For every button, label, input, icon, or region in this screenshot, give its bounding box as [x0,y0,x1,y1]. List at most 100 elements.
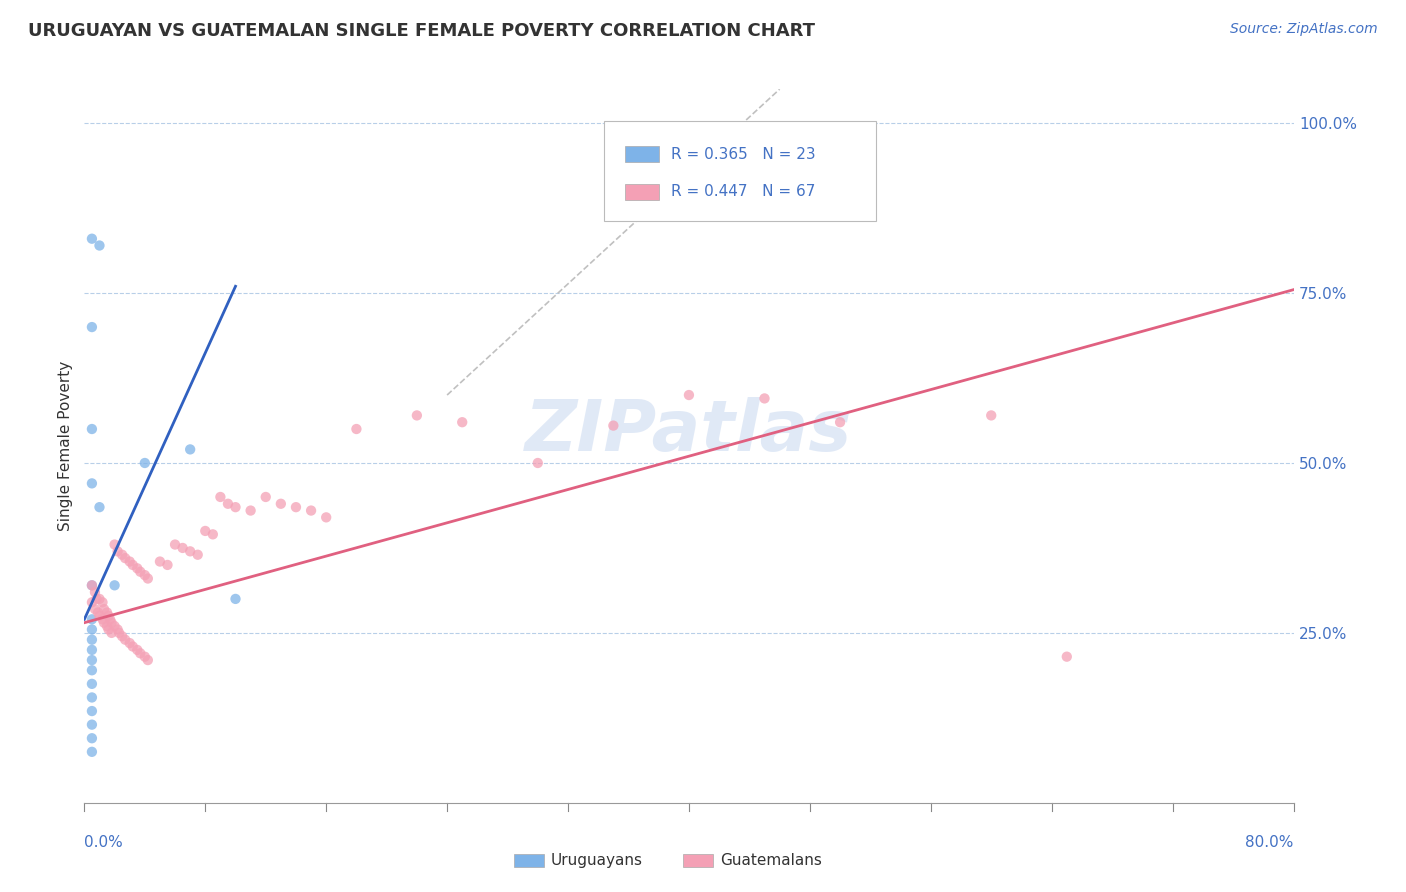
Point [91,595,114,609]
Point [98,612,121,626]
Point [134,456,156,470]
Point [270,497,292,511]
Point [179,442,201,457]
Point [754,392,776,406]
Point [149,555,172,569]
Point [107,544,129,558]
Point [84,585,107,599]
Point [104,578,127,592]
Point [299,503,322,517]
Point [187,548,209,562]
Point [89,591,111,606]
Point [136,653,159,667]
Point [121,558,143,572]
Text: Guatemalans: Guatemalans [720,853,823,868]
Point [84,602,107,616]
Point [406,409,429,423]
Point [100,626,122,640]
Point [830,415,852,429]
Point [194,524,217,538]
Point [239,503,262,517]
Point [80,232,103,246]
Text: Source: ZipAtlas.com: Source: ZipAtlas.com [1230,22,1378,37]
Point [134,649,156,664]
Point [93,615,115,630]
Point [225,500,247,515]
Point [80,704,103,718]
Point [80,677,103,691]
Point [96,606,118,620]
Point [129,565,152,579]
Point [80,320,103,334]
Point [96,619,118,633]
Point [100,615,122,630]
Point [80,578,103,592]
Text: URUGUAYAN VS GUATEMALAN SINGLE FEMALE POVERTY CORRELATION CHART: URUGUAYAN VS GUATEMALAN SINGLE FEMALE PO… [28,22,815,40]
Point [156,558,179,572]
Bar [683,855,713,867]
Point [80,623,103,637]
Point [80,595,103,609]
Point [80,612,103,626]
Point [80,717,103,731]
Point [89,608,111,623]
Point [315,510,337,524]
FancyBboxPatch shape [605,121,876,221]
Point [104,619,127,633]
Point [80,578,103,592]
Point [80,745,103,759]
Point [80,731,103,746]
Point [136,572,159,586]
Text: 80.0%: 80.0% [1246,835,1294,850]
Point [80,632,103,647]
Point [91,612,114,626]
Point [134,568,156,582]
Point [209,490,232,504]
Text: Uruguayans: Uruguayans [551,853,643,868]
Point [201,527,224,541]
Text: R = 0.365   N = 23: R = 0.365 N = 23 [671,146,815,161]
Bar [624,146,659,162]
Text: ZIPatlas: ZIPatlas [526,397,852,467]
Point [80,690,103,705]
Point [104,537,127,551]
Point [89,500,111,515]
Point [86,591,108,606]
Point [121,640,143,654]
Point [678,388,700,402]
Point [87,606,110,620]
Point [97,608,120,623]
Point [254,490,277,504]
Point [114,551,136,566]
Bar [513,855,544,867]
Point [179,544,201,558]
Point [111,629,134,643]
Bar [624,184,659,200]
Point [97,623,120,637]
Point [1056,649,1078,664]
Point [80,643,103,657]
Point [527,456,550,470]
Text: 0.0%: 0.0% [84,835,124,850]
Point [107,623,129,637]
Point [172,541,194,555]
Point [118,636,141,650]
Text: R = 0.447   N = 67: R = 0.447 N = 67 [671,185,815,200]
Point [451,415,474,429]
Point [80,653,103,667]
Point [108,626,131,640]
Point [217,497,239,511]
Point [93,602,115,616]
Point [980,409,1002,423]
Point [285,500,308,515]
Point [111,548,134,562]
Point [80,476,103,491]
Point [80,663,103,677]
Point [118,555,141,569]
Point [80,422,103,436]
Y-axis label: Single Female Poverty: Single Female Poverty [58,361,73,531]
Point [165,537,187,551]
Point [225,591,247,606]
Point [127,561,149,575]
Point [114,632,136,647]
